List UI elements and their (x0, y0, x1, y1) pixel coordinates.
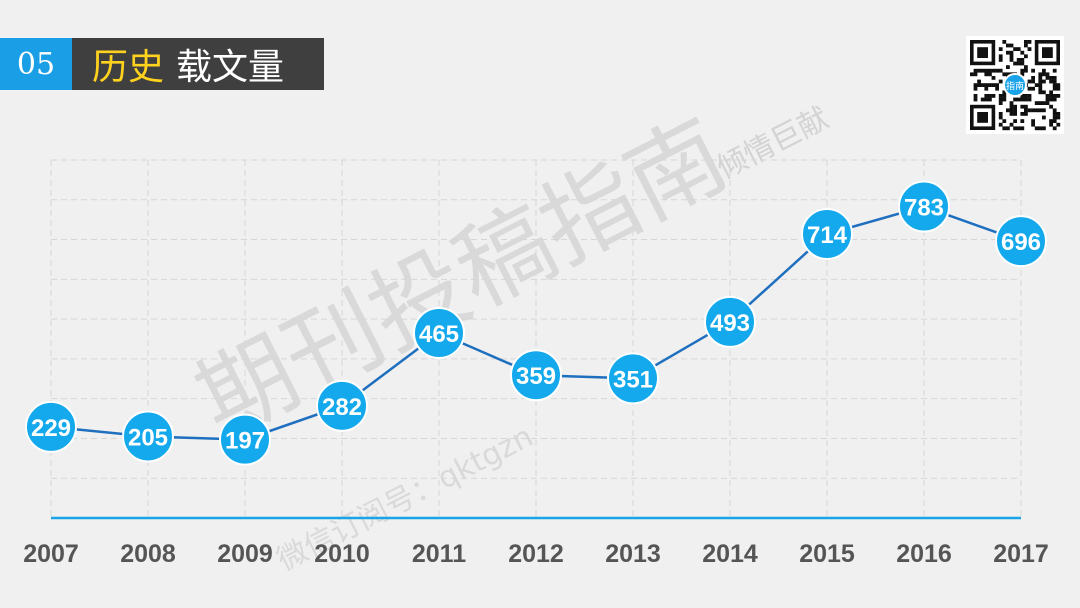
page-title: 历史 载文量 (72, 38, 324, 90)
section-number: 05 (0, 38, 72, 90)
data-point-2014 (704, 295, 756, 348)
title-bar: 05 历史 载文量 (0, 38, 324, 90)
data-label-2013: 351 (613, 366, 653, 393)
x-tick-label-2009: 2009 (217, 540, 273, 568)
data-point-2007 (25, 400, 77, 453)
data-label-2017: 696 (1001, 229, 1041, 256)
data-point-2012 (510, 349, 562, 402)
x-tick-label-2015: 2015 (799, 540, 855, 568)
x-tick-label-2017: 2017 (993, 540, 1049, 568)
data-label-2008: 205 (128, 424, 168, 451)
x-tick-label-2014: 2014 (702, 540, 758, 568)
data-label-2010: 282 (322, 394, 362, 421)
data-label-2007: 229 (31, 415, 71, 442)
qr-code-icon: 指南 (966, 36, 1064, 134)
x-tick-label-2008: 2008 (120, 540, 176, 568)
data-label-2014: 493 (710, 310, 750, 337)
data-point-2017 (995, 215, 1047, 268)
x-tick-label-2016: 2016 (896, 540, 952, 568)
data-point-2016 (898, 180, 950, 233)
data-point-2015 (801, 207, 853, 260)
x-tick-label-2010: 2010 (314, 540, 370, 568)
data-label-2012: 359 (516, 363, 556, 390)
data-label-2016: 783 (904, 195, 944, 222)
data-point-2008 (122, 410, 174, 463)
x-tick-label-2007: 2007 (23, 540, 79, 568)
data-label-2015: 714 (807, 222, 848, 249)
x-tick-label-2011: 2011 (412, 540, 466, 568)
data-point-2009 (219, 413, 271, 466)
data-point-2011 (413, 307, 465, 360)
x-tick-label-2013: 2013 (605, 540, 661, 568)
data-label-2009: 197 (225, 428, 265, 455)
title-rest: 载文量 (176, 47, 285, 88)
x-tick-label-2012: 2012 (508, 540, 564, 568)
data-label-2011: 465 (419, 321, 459, 348)
data-point-2013 (607, 352, 659, 405)
data-point-2010 (316, 379, 368, 432)
title-highlight: 历史 (92, 47, 165, 88)
qr-center-label: 指南 (1006, 80, 1024, 92)
